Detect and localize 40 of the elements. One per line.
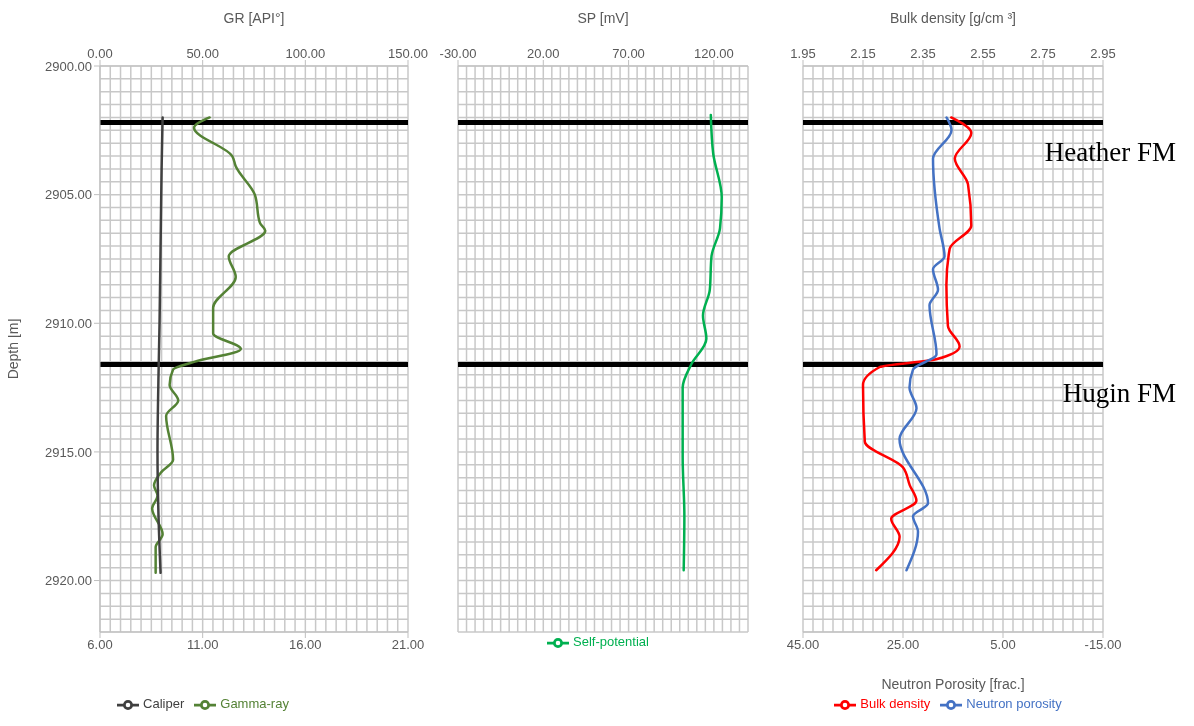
- x-axis-title: SP [mV]: [577, 9, 629, 26]
- x2-tick-label: 2.95: [1090, 46, 1116, 61]
- x2-tick-label: 2.55: [970, 46, 996, 61]
- x2-tick-label: 150.00: [388, 46, 428, 61]
- x-tick-label: 16.00: [289, 637, 322, 653]
- x2-tick-label: 100.00: [285, 46, 326, 61]
- x-tick-label: 20.00: [527, 46, 560, 61]
- x-tick-label: 45.00: [786, 637, 820, 653]
- y-tick-label: 2920.00: [45, 573, 92, 589]
- x2-tick-label: 2.15: [850, 46, 876, 61]
- x-tick-label: 70.00: [612, 46, 645, 61]
- legend-label: Caliper: [143, 696, 185, 712]
- x2-tick-label: 1.95: [790, 46, 816, 61]
- ref-line-label: Hugin FM: [1062, 378, 1176, 409]
- x2-tick-label: 0.00: [87, 46, 113, 61]
- legend-label: Bulk density: [860, 696, 931, 712]
- x2-axis-title: GR [API°]: [223, 9, 285, 26]
- x2-axis-title: Bulk density [g/cm ³]: [889, 9, 1017, 26]
- ref-line-label: Heather FM: [1044, 136, 1176, 167]
- y-tick-label: 2910.00: [45, 315, 92, 331]
- x-tick-label: -15.00: [1084, 637, 1122, 653]
- x2-tick-label: 50.00: [186, 46, 219, 61]
- x-tick-label: 120.00: [694, 46, 734, 61]
- y-tick-label: 2900.00: [45, 58, 92, 74]
- x-tick-label: 6.00: [87, 637, 113, 653]
- x-tick-label: -30.00: [439, 46, 477, 61]
- x2-tick-label: 2.75: [1030, 46, 1056, 61]
- y-axis-title: Depth [m]: [4, 318, 21, 380]
- x-tick-label: 21.00: [391, 637, 425, 653]
- y-tick-label: 2915.00: [45, 444, 92, 460]
- line-series: [156, 116, 164, 575]
- x-tick-label: 11.00: [186, 637, 219, 653]
- x-tick-label: 25.00: [886, 637, 920, 653]
- x-axis-title: Neutron Porosity [frac.]: [881, 676, 1025, 692]
- x2-tick-label: 2.35: [910, 46, 936, 61]
- x-tick-label: 5.00: [990, 637, 1016, 653]
- y-tick-label: 2905.00: [45, 187, 92, 203]
- legend-label: Gamma-ray: [220, 696, 289, 712]
- legend-label: Self-potential: [573, 634, 649, 650]
- legend-label: Neutron porosity: [966, 696, 1062, 712]
